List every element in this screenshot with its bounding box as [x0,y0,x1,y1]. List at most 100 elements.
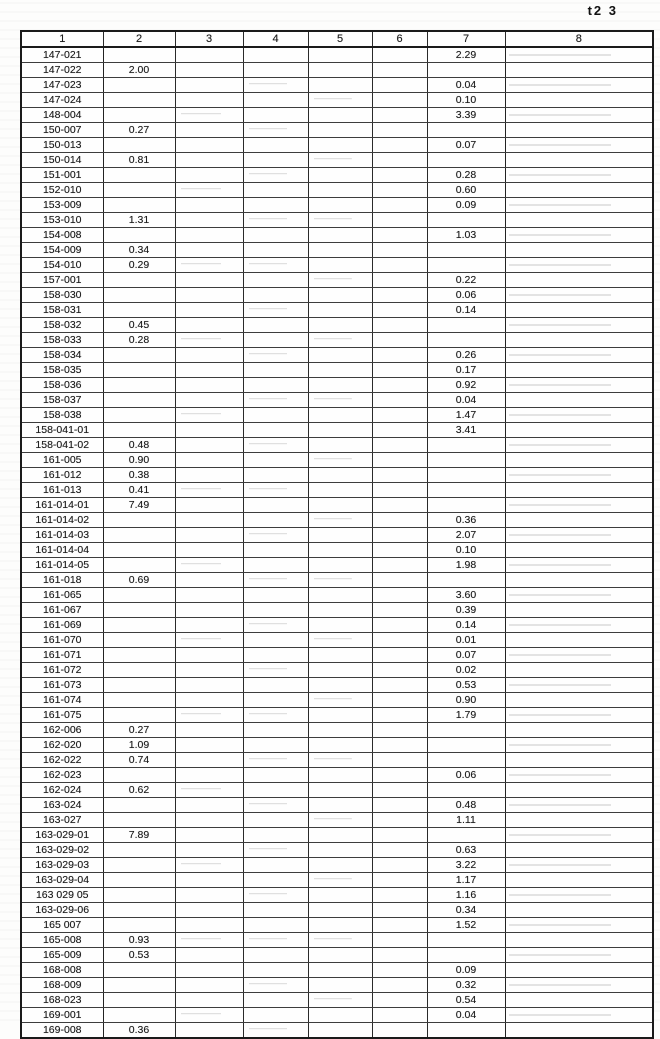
col3-empty-cell [174,707,244,723]
row-id-cell: 158-037 [20,392,104,408]
col8-empty-cell [504,797,654,813]
col4-empty-cell [242,932,309,948]
col4-empty-cell [242,107,309,123]
col5-empty-cell [307,77,373,93]
col5-empty-cell [307,707,373,723]
col2-value-cell [102,857,176,873]
table-row: 161-014-02 0.36 [20,512,654,528]
col4-empty-cell [242,662,309,678]
col2-value-cell: 0.62 [102,782,176,798]
table-row: 157-001 0.22 [20,272,654,288]
col3-empty-cell [174,452,244,468]
col2-value-cell [102,917,176,933]
col3-empty-cell [174,902,244,918]
col7-value-cell: 0.04 [426,77,506,93]
col6-empty-cell [371,692,428,708]
col5-empty-cell [307,272,373,288]
row-id-cell: 162-020 [20,737,104,753]
col2-value-cell: 0.34 [102,242,176,258]
col3-empty-cell [174,46,244,63]
col5-empty-cell [307,227,373,243]
col4-empty-cell [242,212,309,228]
row-id-cell: 162-006 [20,722,104,738]
col4-empty-cell [242,842,309,858]
col5-empty-cell [307,722,373,738]
col2-value-cell: 0.53 [102,947,176,963]
col8-empty-cell [504,827,654,843]
col3-empty-cell [174,512,244,528]
row-id-cell: 158-041-02 [20,437,104,453]
col2-value-cell [102,677,176,693]
col2-value-cell: 0.38 [102,467,176,483]
col7-value-cell: 0.34 [426,902,506,918]
col8-empty-cell [504,707,654,723]
col6-empty-cell [371,92,428,108]
col6-empty-cell [371,1022,428,1039]
row-id-cell: 148-004 [20,107,104,123]
col5-empty-cell [307,692,373,708]
table-row: 158-038 1.47 [20,407,654,423]
col2-value-cell [102,302,176,318]
col8-empty-cell [504,197,654,213]
col7-value-cell [426,482,506,498]
col8-empty-cell [504,1007,654,1023]
col2-value-cell [102,977,176,993]
col2-value-cell [102,347,176,363]
col3-empty-cell [174,467,244,483]
col5-empty-cell [307,557,373,573]
row-id-cell: 158-038 [20,407,104,423]
col5-empty-cell [307,677,373,693]
col8-empty-cell [504,77,654,93]
col6-empty-cell [371,677,428,693]
col6-empty-cell [371,302,428,318]
table-row: 147-024 0.10 [20,92,654,108]
col5-empty-cell [307,317,373,333]
table-row: 158-037 0.04 [20,392,654,408]
col3-empty-cell [174,752,244,768]
col5-empty-cell [307,992,373,1008]
col4-empty-cell [242,197,309,213]
row-id-cell: 163 029 05 [20,887,104,903]
col2-value-cell: 0.93 [102,932,176,948]
row-id-cell: 158-030 [20,287,104,303]
col7-value-cell: 2.07 [426,527,506,543]
col5-empty-cell [307,362,373,378]
col4-empty-cell [242,947,309,963]
col8-empty-cell [504,902,654,918]
col5-empty-cell [307,917,373,933]
col6-empty-cell [371,1007,428,1023]
col7-value-cell: 0.09 [426,962,506,978]
col2-value-cell [102,422,176,438]
col2-value-cell: 0.29 [102,257,176,273]
table-row: 161-014-03 2.07 [20,527,654,543]
table-row: 147-021 2.29 [20,46,654,63]
col8-empty-cell [504,92,654,108]
col8-empty-cell [504,482,654,498]
col2-value-cell [102,872,176,888]
col8-empty-cell [504,302,654,318]
row-id-cell: 151-001 [20,167,104,183]
table-row: 161-018 0.69 [20,572,654,588]
row-id-cell: 147-023 [20,77,104,93]
col8-empty-cell [504,917,654,933]
col3-empty-cell [174,962,244,978]
table-row: 165-009 0.53 [20,947,654,963]
column-header-2: 2 [102,30,176,48]
table-row: 168-023 0.54 [20,992,654,1008]
column-header-6: 6 [371,30,428,48]
table-body: 147-021 2.29 147-022 2.00 147-023 0.04 147-024… [20,46,654,1039]
col2-value-cell [102,167,176,183]
col8-empty-cell [504,527,654,543]
col6-empty-cell [371,467,428,483]
col6-empty-cell [371,992,428,1008]
col7-value-cell: 0.09 [426,197,506,213]
col7-value-cell: 0.28 [426,167,506,183]
col2-value-cell: 0.45 [102,317,176,333]
col8-empty-cell [504,812,654,828]
col6-empty-cell [371,947,428,963]
col6-empty-cell [371,647,428,663]
col3-empty-cell [174,242,244,258]
col8-empty-cell [504,46,654,63]
col5-empty-cell [307,212,373,228]
